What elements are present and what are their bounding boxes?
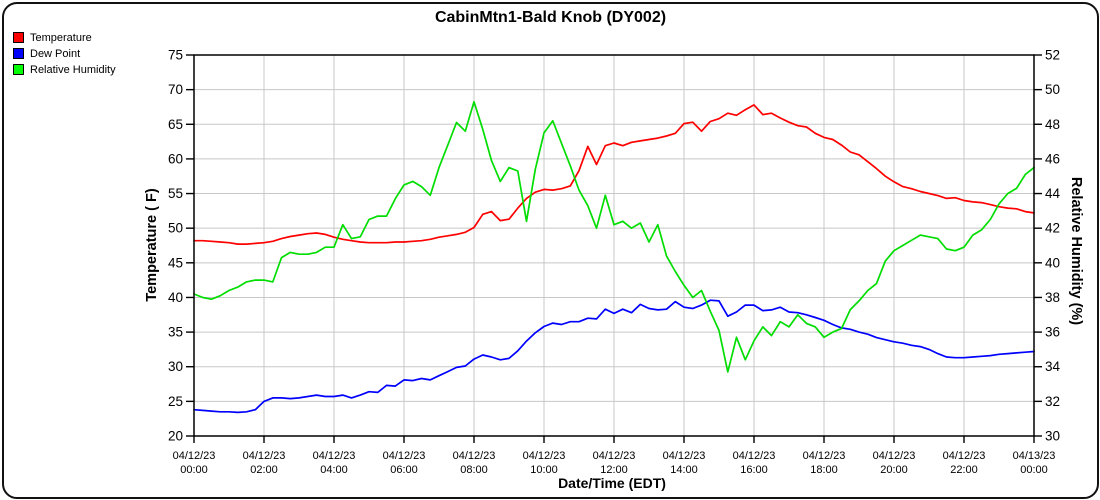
series-line-temperature (193, 104, 1035, 245)
legend-item-relative-humidity: Relative Humidity (13, 62, 116, 77)
y-tick-label-left: 20 (168, 429, 183, 444)
y-tick-label-left: 70 (168, 82, 183, 97)
x-tick-label-date: 04/12/23 (523, 450, 566, 462)
x-tick-label-date: 04/12/23 (733, 450, 776, 462)
legend: Temperature Dew Point Relative Humidity (13, 30, 116, 78)
legend-label: Relative Humidity (30, 63, 116, 76)
y-tick-label-left: 55 (168, 186, 183, 201)
x-tick-label-date: 04/12/23 (313, 450, 356, 462)
x-tick-label-time: 22:00 (950, 464, 978, 476)
series-line-dew-point (193, 299, 1035, 414)
x-tick-label-time: 20:00 (880, 464, 908, 476)
x-tick-label-date: 04/12/23 (453, 450, 496, 462)
y-tick-label-left: 45 (168, 255, 183, 270)
y-tick-label-left: 65 (168, 117, 183, 132)
x-tick-label-date: 04/12/23 (873, 450, 916, 462)
y-tick-label-left: 50 (168, 221, 183, 236)
x-tick-label-time: 16:00 (740, 464, 768, 476)
y-axis-label-left: Temperature ( F) (144, 188, 160, 302)
y-tick-label-right: 40 (1045, 255, 1060, 270)
y-tick-label-right: 48 (1045, 117, 1060, 132)
y-tick-label-right: 38 (1045, 290, 1060, 305)
x-tick-label-time: 04:00 (320, 464, 348, 476)
y-tick-label-right: 42 (1045, 221, 1060, 236)
legend-item-temperature: Temperature (13, 30, 116, 45)
y-tick-label-right: 50 (1045, 82, 1060, 97)
x-tick-label-date: 04/12/23 (803, 450, 846, 462)
x-tick-label-time: 18:00 (810, 464, 838, 476)
y-tick-label-left: 25 (168, 394, 183, 409)
chart-title: CabinMtn1-Bald Knob (DY002) (434, 9, 667, 26)
x-tick-label-time: 00:00 (180, 464, 208, 476)
x-tick-label-time: 14:00 (670, 464, 698, 476)
legend-swatch-icon (13, 32, 24, 43)
legend-swatch-icon (13, 48, 24, 59)
x-tick-label-date: 04/12/23 (593, 450, 636, 462)
x-tick-label-time: 12:00 (600, 464, 628, 476)
y-tick-label-right: 44 (1045, 186, 1061, 201)
y-tick-label-right: 46 (1045, 151, 1060, 166)
x-tick-label-time: 08:00 (460, 464, 488, 476)
legend-label: Dew Point (30, 47, 81, 60)
y-tick-label-right: 52 (1045, 48, 1060, 63)
y-tick-label-right: 34 (1045, 359, 1061, 374)
legend-swatch-icon (13, 64, 24, 75)
y-tick-label-right: 32 (1045, 394, 1060, 409)
y-tick-label-right: 36 (1045, 325, 1060, 340)
x-tick-label-time: 02:00 (250, 464, 278, 476)
y-tick-label-left: 40 (168, 290, 183, 305)
x-tick-label-date: 04/12/23 (663, 450, 706, 462)
series-line-relative-humidity (193, 100, 1035, 373)
chart-canvas: 20 25 30 35 40 45 50 55 60 65 70 75 30 32 34 36 38 40 42 44… (144, 48, 1084, 492)
legend-item-dew-point: Dew Point (13, 46, 116, 61)
plot-border (193, 54, 1035, 437)
y-tick-label-left: 35 (168, 325, 183, 340)
y-tick-label-left: 60 (168, 151, 183, 166)
x-tick-label-time: 00:00 (1020, 464, 1048, 476)
y-tick-label-right: 30 (1045, 429, 1060, 444)
x-tick-label-date: 04/12/23 (243, 450, 286, 462)
y-tick-label-left: 75 (168, 48, 183, 63)
x-tick-label-date: 04/13/23 (1013, 450, 1056, 462)
legend-label: Temperature (30, 31, 92, 44)
x-axis-label: Date/Time (EDT) (558, 475, 666, 491)
y-tick-label-left: 30 (168, 359, 183, 374)
y-axis-label-right: Relative Humidity (%) (1068, 177, 1084, 325)
x-tick-label-time: 10:00 (530, 464, 558, 476)
x-tick-label-date: 04/12/23 (383, 450, 426, 462)
x-tick-label-date: 04/12/23 (943, 450, 986, 462)
x-tick-label-date: 04/12/23 (173, 450, 216, 462)
x-tick-label-time: 06:00 (390, 464, 418, 476)
